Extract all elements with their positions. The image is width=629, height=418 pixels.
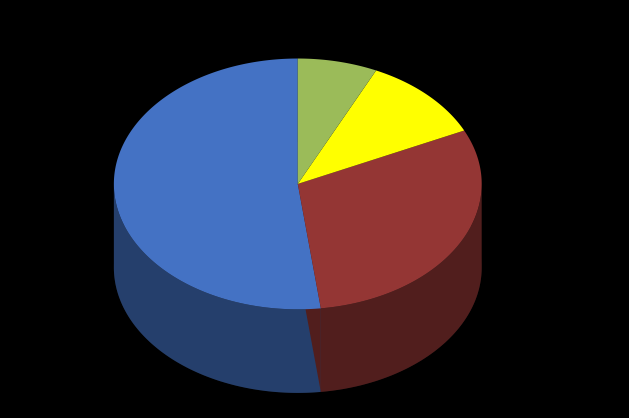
Polygon shape — [114, 59, 321, 309]
Polygon shape — [298, 184, 321, 392]
Polygon shape — [298, 59, 376, 184]
Polygon shape — [298, 130, 482, 308]
Polygon shape — [321, 184, 482, 392]
Polygon shape — [114, 184, 321, 393]
Polygon shape — [298, 184, 321, 392]
Polygon shape — [298, 71, 464, 184]
Ellipse shape — [114, 142, 482, 393]
